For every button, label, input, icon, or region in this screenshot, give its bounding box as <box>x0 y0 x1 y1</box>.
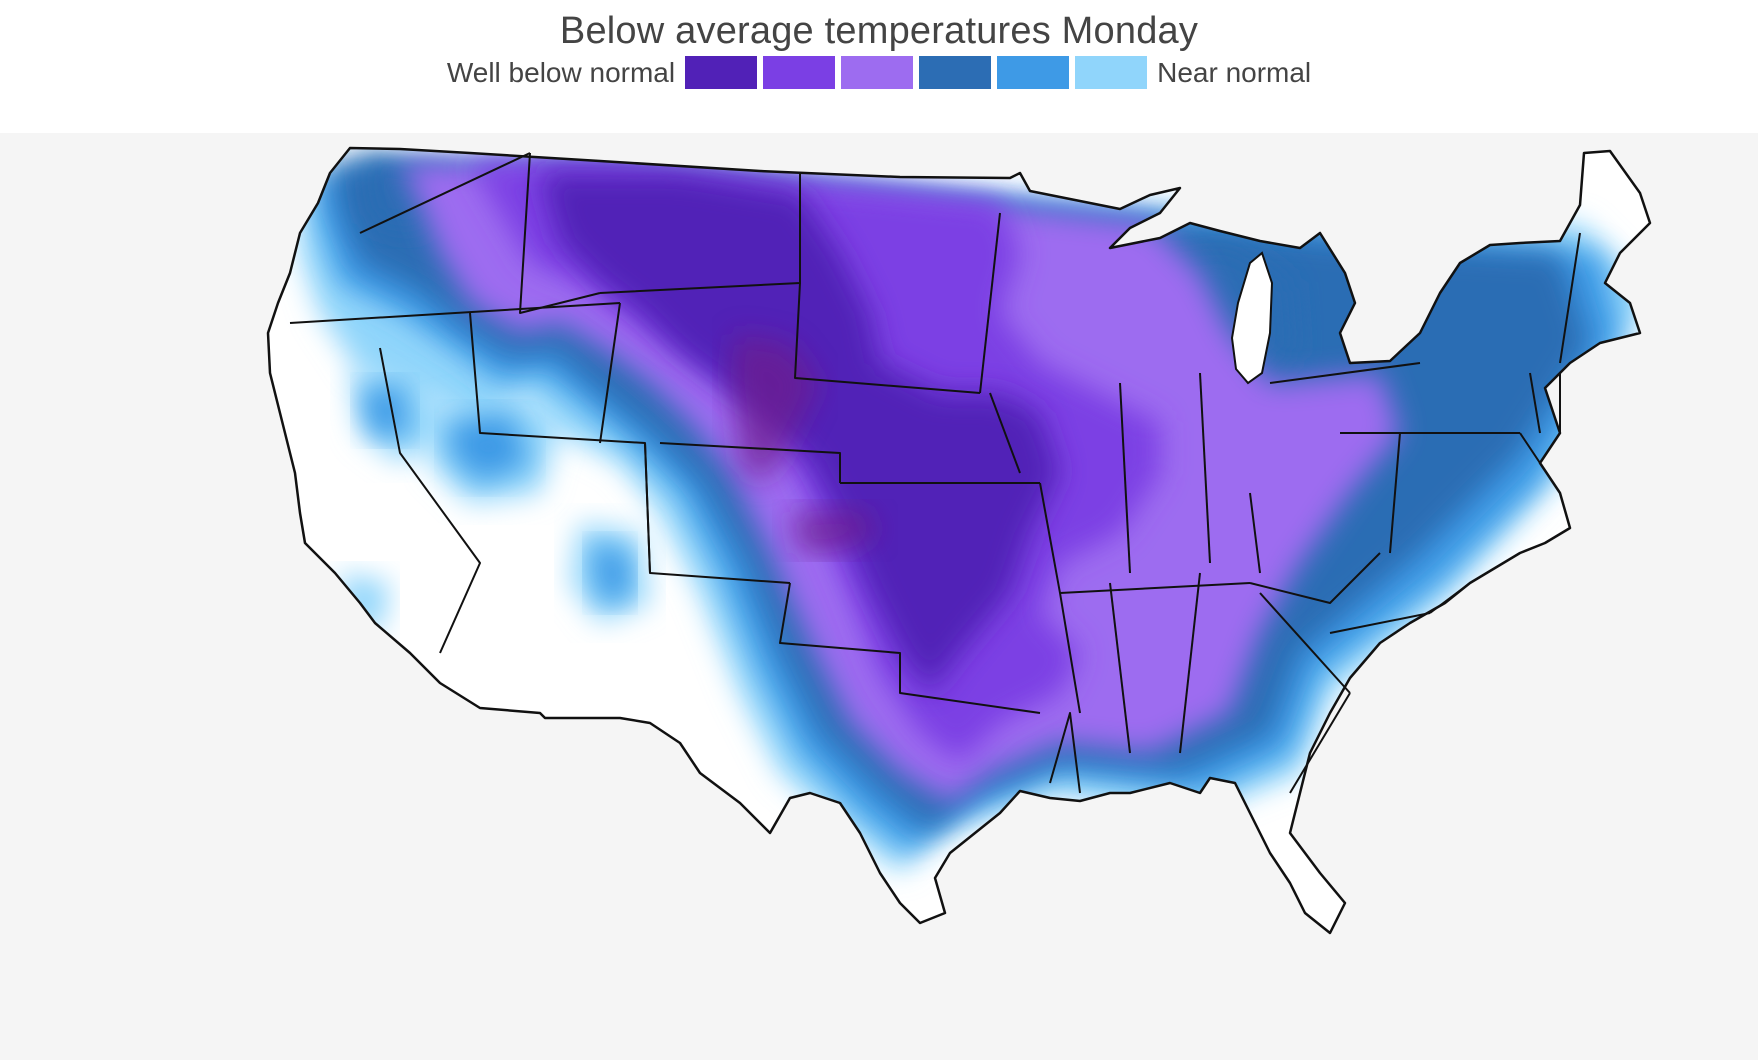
lake-michigan <box>1230 251 1274 385</box>
state-border-34 <box>1529 372 1541 434</box>
temperature-band-15 <box>540 173 1060 693</box>
state-border-2 <box>379 347 481 654</box>
legend-swatch-2 <box>763 56 836 89</box>
legend-low-label: Well below normal <box>446 56 676 88</box>
state-border-14 <box>989 392 1021 474</box>
state-borders <box>289 152 1581 794</box>
state-border-20 <box>1269 362 1421 384</box>
state-border-16 <box>1059 582 1251 594</box>
legend-swatch-6 <box>1075 56 1148 89</box>
state-border-7 <box>794 282 981 394</box>
state-border-19 <box>1249 492 1261 574</box>
state-border-28 <box>1259 592 1351 694</box>
legend-swatches <box>685 56 1148 89</box>
extreme-cold-area-1 <box>730 333 820 483</box>
temperature-band-9 <box>590 543 630 603</box>
state-border-8 <box>599 302 621 444</box>
state-border-32 <box>1559 232 1581 364</box>
state-border-9 <box>659 442 841 483</box>
state-border-25 <box>1389 432 1401 554</box>
state-border-31 <box>1049 712 1081 794</box>
state-border-27 <box>1109 582 1131 754</box>
state-border-1 <box>289 302 621 324</box>
us-temperature-map <box>0 133 1758 1060</box>
state-border-17 <box>1119 382 1131 574</box>
state-border-29 <box>1289 692 1351 794</box>
state-border-10 <box>644 442 791 584</box>
map-title: Below average temperatures Monday <box>559 10 1199 52</box>
state-border-26 <box>1179 572 1201 754</box>
map-area <box>0 133 1758 1060</box>
state-border-13 <box>979 212 1001 394</box>
legend-swatch-1 <box>685 56 758 89</box>
legend-swatch-4 <box>919 56 992 89</box>
legend-swatch-3 <box>841 56 914 89</box>
legend: Well below normal Near normal <box>0 56 1758 89</box>
state-border-3 <box>359 152 531 234</box>
us-outline <box>266 146 1652 935</box>
temperature-band-7 <box>360 383 410 438</box>
temperature-band-8 <box>450 413 530 483</box>
state-border-24 <box>1249 552 1381 604</box>
extreme-cold-area-2 <box>790 508 880 553</box>
legend-high-label: Near normal <box>1157 56 1312 88</box>
state-border-4 <box>519 152 601 314</box>
legend-swatch-5 <box>997 56 1070 89</box>
state-border-23 <box>1329 612 1431 634</box>
state-border-18 <box>1199 372 1211 564</box>
state-border-11 <box>779 582 1041 714</box>
